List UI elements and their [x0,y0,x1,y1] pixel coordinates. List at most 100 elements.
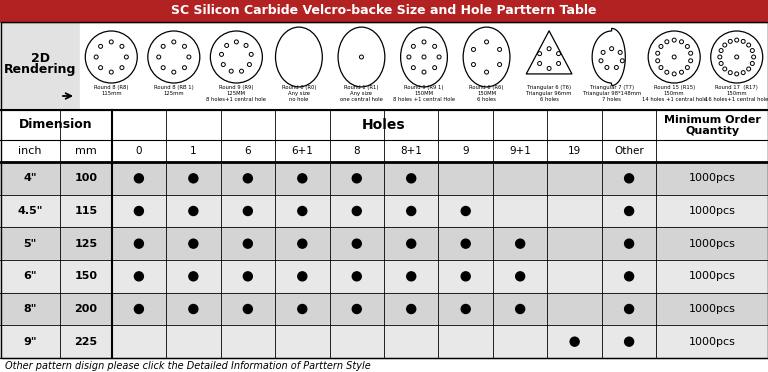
Text: SC Silicon Carbide Velcro-backe Size and Hole Parttern Table: SC Silicon Carbide Velcro-backe Size and… [171,4,597,17]
Text: 8 holes +1 central Hole: 8 holes +1 central Hole [393,97,455,102]
Text: 125MM: 125MM [227,91,246,96]
Bar [0,326,768,358]
Text: 0: 0 [136,146,142,156]
Text: 115: 115 [74,206,98,216]
Text: 9": 9" [23,337,37,347]
Circle shape [243,174,253,183]
Text: 14 holes +1 central hole: 14 holes +1 central hole [642,97,707,102]
Text: 2D: 2D [31,51,49,64]
Text: Quantity: Quantity [685,126,740,136]
Circle shape [243,272,253,281]
Circle shape [134,206,144,215]
Circle shape [189,174,198,183]
Text: 6 holes: 6 holes [540,97,558,102]
Circle shape [189,206,198,215]
Circle shape [353,206,361,215]
Text: 1000pcs: 1000pcs [689,206,736,216]
Bar [0,260,768,293]
Circle shape [243,206,253,215]
Circle shape [298,174,306,183]
Text: 1: 1 [190,146,197,156]
Text: 225: 225 [74,337,98,347]
Text: Minimum Order: Minimum Order [664,115,760,125]
Text: 100: 100 [74,173,98,183]
Circle shape [189,305,198,314]
Text: Any size: Any size [288,91,310,96]
Text: Round 9 (R9): Round 9 (R9) [219,85,253,90]
Circle shape [189,272,198,281]
Bar [80,22,768,110]
Bar [0,0,768,22]
Text: 8: 8 [353,146,360,156]
Text: 9+1: 9+1 [509,146,531,156]
Circle shape [407,272,415,281]
Circle shape [189,239,198,248]
Circle shape [407,206,415,215]
Text: one central hole: one central hole [340,97,383,102]
Circle shape [515,272,525,281]
Text: 6: 6 [244,146,251,156]
Bar [0,195,768,227]
Bar [0,293,768,326]
Text: Other: Other [614,146,644,156]
Circle shape [462,239,470,248]
Circle shape [353,239,361,248]
Text: 200: 200 [74,304,98,314]
Bar [0,140,768,162]
Circle shape [353,174,361,183]
Circle shape [134,272,144,281]
Bar [0,227,768,260]
Text: 6+1: 6+1 [291,146,313,156]
Circle shape [624,239,634,248]
Text: 6": 6" [23,271,37,281]
Text: 115mm: 115mm [101,91,121,96]
Text: 16 holes+1 central hole: 16 holes+1 central hole [705,97,768,102]
Text: Triangular 7 (T7): Triangular 7 (T7) [590,85,634,90]
Text: 8": 8" [23,304,37,314]
Text: 1000pcs: 1000pcs [689,304,736,314]
Text: 150MM: 150MM [415,91,434,96]
Text: 6 holes: 6 holes [477,97,496,102]
Circle shape [624,337,634,346]
Text: no hole: no hole [290,97,309,102]
Text: Round 8 (RB 1): Round 8 (RB 1) [154,85,194,90]
Text: Round 6 (R6): Round 6 (R6) [469,85,504,90]
Circle shape [407,174,415,183]
Text: Triangular 96mm: Triangular 96mm [526,91,572,96]
Text: 9: 9 [462,146,469,156]
Text: 7 holes: 7 holes [602,97,621,102]
Circle shape [515,305,525,314]
Text: Rendering: Rendering [4,64,76,77]
Circle shape [570,337,579,346]
Circle shape [353,272,361,281]
Circle shape [243,305,253,314]
Text: 8+1: 8+1 [400,146,422,156]
Text: inch: inch [18,146,41,156]
Circle shape [353,305,361,314]
Circle shape [134,305,144,314]
Text: 4": 4" [23,173,37,183]
Circle shape [624,206,634,215]
Text: 150: 150 [74,271,98,281]
Text: Triangular 98*148mm: Triangular 98*148mm [582,91,641,96]
Text: 150mm: 150mm [727,91,747,96]
Text: Round 8 (R8): Round 8 (R8) [94,85,128,90]
Circle shape [624,174,634,183]
Circle shape [243,239,253,248]
Bar [0,110,768,140]
Text: 1000pcs: 1000pcs [689,337,736,347]
Circle shape [407,239,415,248]
Circle shape [624,305,634,314]
Circle shape [134,174,144,183]
Bar [0,162,768,195]
Text: 1000pcs: 1000pcs [689,271,736,281]
Text: Other pattern disign please click the Detailed Information of Parttern Style: Other pattern disign please click the De… [5,361,371,371]
Text: 19: 19 [568,146,581,156]
Circle shape [134,239,144,248]
Text: 4.5": 4.5" [17,206,43,216]
Text: Round 0 (R0): Round 0 (R0) [282,85,316,90]
Text: 1000pcs: 1000pcs [689,173,736,183]
Circle shape [298,305,306,314]
Circle shape [298,239,306,248]
Text: Holes: Holes [362,118,406,132]
